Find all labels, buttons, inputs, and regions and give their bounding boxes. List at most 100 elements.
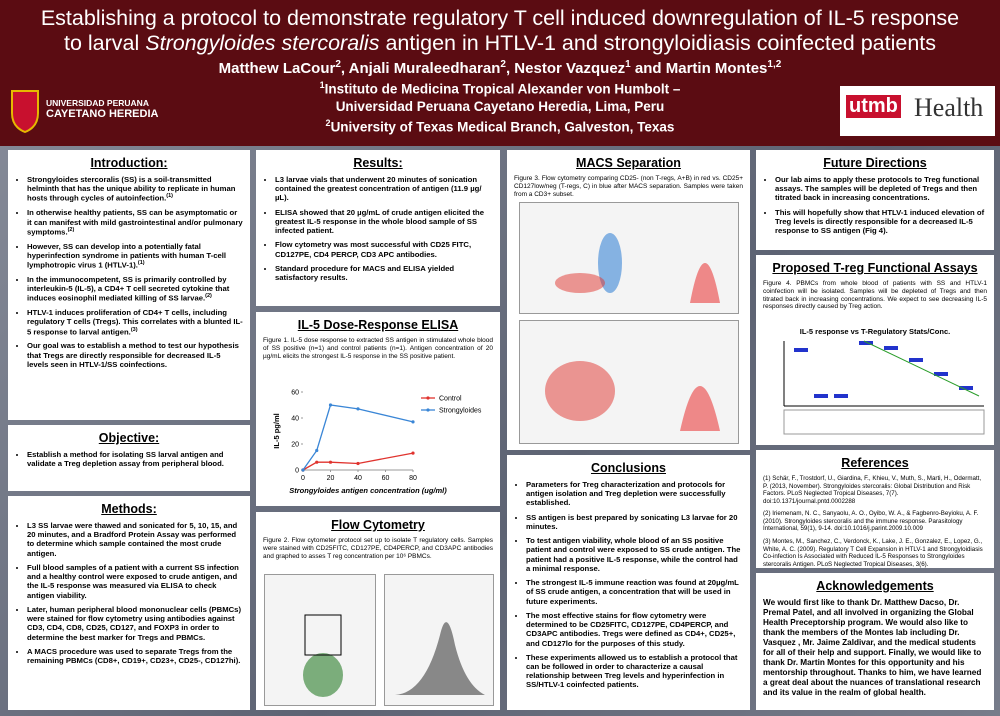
section-title: MACS Separation xyxy=(576,156,681,170)
section-title: Methods: xyxy=(101,502,157,516)
x-axis-label: Strongyloides antigen concentration (ug/… xyxy=(289,486,447,495)
macs-plot xyxy=(519,320,739,444)
y-tick-label: 40 xyxy=(291,416,299,423)
bullet: In the immunocompetent, SS is primarily … xyxy=(27,275,243,303)
author-sup: 1 xyxy=(625,59,631,70)
bullet-list: Establish a method for isolating SS larv… xyxy=(15,450,243,468)
bullet: A MACS procedure was used to separate Tr… xyxy=(27,647,243,665)
y-axis-label: IL-5 pg/ml xyxy=(272,413,281,448)
affiliation-line: 2University of Texas Medical Branch, Gal… xyxy=(0,115,1000,136)
conclusions-panel: Conclusions Parameters for Treg character… xyxy=(507,455,750,710)
elisa-panel: IL-5 Dose-Response ELISA Figure 1. IL-5 d… xyxy=(256,312,500,506)
bullet-text: To test antigen viability, whole blood o… xyxy=(526,536,741,573)
histogram-plot xyxy=(384,574,494,706)
section-title: Future Directions xyxy=(823,156,927,170)
bullet: Standard procedure for MACS and ELISA yi… xyxy=(275,264,493,282)
bullet: Parameters for Treg characterization and… xyxy=(526,480,743,508)
section-title: Objective: xyxy=(98,431,160,445)
macs-graphic xyxy=(555,233,720,303)
assay-graphic xyxy=(783,340,985,435)
bullet: HTLV-1 induces proliferation of CD4+ T c… xyxy=(27,308,243,336)
legend-label: Strongyloides xyxy=(439,408,482,415)
point xyxy=(301,468,305,472)
bullet: Flow cytometry was most successful with … xyxy=(275,240,493,258)
point xyxy=(315,448,319,453)
bullet-list: L3 SS larvae were thawed and sonicated f… xyxy=(15,521,243,665)
bullet: Full blood samples of a patient with a c… xyxy=(27,563,243,600)
section-title: Conclusions xyxy=(590,461,666,475)
bullet: These experiments allowed us to establis… xyxy=(526,653,743,690)
section-title: Introduction: xyxy=(90,156,168,170)
point xyxy=(411,420,415,424)
bullet: Later, human peripheral blood mononuclea… xyxy=(27,605,243,642)
bullet-list: Strongyloides stercoralis (SS) is a soil… xyxy=(15,175,243,369)
bullet-text: The strongest IL-5 immune reaction was f… xyxy=(526,578,739,606)
title-part: to larval xyxy=(63,31,146,55)
legend-marker xyxy=(426,396,430,400)
point xyxy=(356,461,360,466)
section-title: Proposed T-reg Functional Assays xyxy=(772,261,978,275)
bullet-text: These experiments allowed us to establis… xyxy=(526,652,738,690)
section-title: Results: xyxy=(353,156,403,170)
section-title: IL-5 Dose-Response ELISA xyxy=(297,318,459,332)
future-panel: Future Directions Our lab aims to apply t… xyxy=(756,150,994,250)
series-line xyxy=(302,452,414,471)
macs-graphic xyxy=(545,361,720,431)
reference: (3) Montes, M., Sanchez, C., Verdonck, K… xyxy=(763,537,983,568)
assay-figure: IL-5 response vs T-Regulatory Stats/Conc… xyxy=(764,327,986,439)
bullet: This will hopefully show that HTLV-1 ind… xyxy=(775,208,987,236)
bullet: The strongest IL-5 immune reaction was f… xyxy=(526,578,743,606)
citation: (3) xyxy=(130,326,138,333)
bullet: Our goal was to establish a method to te… xyxy=(27,341,243,369)
bullet-text: Flow cytometry was most successful with … xyxy=(275,240,472,259)
bullet-list: Our lab aims to apply these protocols to… xyxy=(763,175,987,235)
histogram-graphic xyxy=(395,622,485,695)
bullet-text: In otherwise healthy patients, SS can be… xyxy=(27,208,243,237)
x-tick-label: 20 xyxy=(327,475,335,482)
title: Establishing a protocol to demonstrate r… xyxy=(0,0,1000,56)
x-tick-label: 60 xyxy=(382,475,390,482)
bullet-text: Later, human peripheral blood mononuclea… xyxy=(27,604,242,642)
affiliation-sup: 2 xyxy=(325,117,331,128)
author-name: and Martin Montes xyxy=(630,60,768,77)
bullet-text: A MACS procedure was used to separate Tr… xyxy=(27,646,241,666)
legend-marker xyxy=(426,408,430,412)
author-name: , Nestor Vazquez xyxy=(505,60,626,77)
authors: Matthew LaCour2, Anjali Muraleedharan2, … xyxy=(0,59,1000,77)
title-part: Strongyloides stercoralis xyxy=(145,31,380,55)
figure-caption: Figure 3. Flow cytometry comparing CD25-… xyxy=(514,175,743,198)
affiliations: 1Instituto de Medicina Tropical Alexande… xyxy=(0,77,1000,135)
point xyxy=(328,460,333,464)
affiliation-text: Universidad Peruana Cayetano Heredia, Li… xyxy=(335,98,665,114)
author-sup: 1,2 xyxy=(767,59,782,70)
author-name: , Anjali Muraleedharan xyxy=(340,60,501,77)
bullet-list: L3 larvae vials that underwent 20 minute… xyxy=(263,175,493,282)
bullet-text: L3 larvae vials that underwent 20 minute… xyxy=(275,175,482,203)
citation: (2) xyxy=(205,293,212,300)
title-line: Establishing a protocol to demonstrate r… xyxy=(40,6,960,30)
section-title: Flow Cytometry xyxy=(331,518,425,532)
logo-right: utmb Health xyxy=(840,86,995,136)
bullet: SS antigen is best prepared by sonicatin… xyxy=(526,513,743,531)
shield xyxy=(11,90,39,133)
figure-caption: Figure 1. IL-5 dose response to extracte… xyxy=(263,337,493,360)
bullet-text: SS antigen is best prepared by sonicatin… xyxy=(526,512,738,531)
methods-panel: Methods: L3 SS larvae were thawed and son… xyxy=(8,496,250,710)
acknowledgements-panel: Acknowledgements We would first like to t… xyxy=(756,573,994,710)
flow-plot xyxy=(264,574,376,706)
bullet-text: Standard procedure for MACS and ELISA yi… xyxy=(275,263,455,283)
bullet-text: ELISA showed that 20 µg/mL of crude anti… xyxy=(275,207,485,236)
figure-caption: Figure 2. Flow cytometer protocol set up… xyxy=(263,537,493,560)
affiliation-line: 1Instituto de Medicina Tropical Alexande… xyxy=(0,77,1000,98)
bullet-text: The most effective stains for flow cytom… xyxy=(526,610,736,648)
bullet-list: Parameters for Treg characterization and… xyxy=(514,480,743,690)
point xyxy=(411,451,415,455)
legend-label: Control xyxy=(439,396,462,403)
x-tick-label: 80 xyxy=(409,475,417,482)
references-panel: References (1) Schär, F., Trostdorf, U., … xyxy=(756,450,994,568)
bullet: Our lab aims to apply these protocols to… xyxy=(775,175,987,203)
affiliation-text: Instituto de Medicina Tropical Alexander… xyxy=(324,81,681,97)
bullet: L3 SS larvae were thawed and sonicated f… xyxy=(27,521,243,558)
bullet: ELISA showed that 20 µg/mL of crude anti… xyxy=(275,208,493,236)
bullet: To test antigen viability, whole blood o… xyxy=(526,536,743,573)
